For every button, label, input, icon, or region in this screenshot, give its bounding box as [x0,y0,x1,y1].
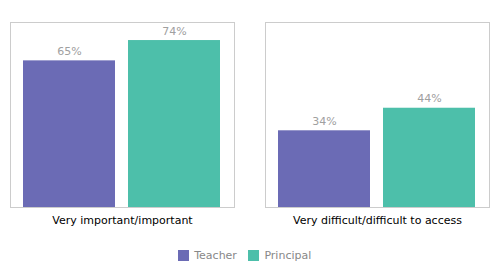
html-text:Teacher: Teacher [194,249,237,262]
svg-text:65%: 65% [57,45,81,58]
html-text:Principal: Principal [264,249,312,262]
svg-text:44%: 44% [417,92,441,105]
svg-text:Very difficult/difficult to ac: Very difficult/difficult to access [293,214,462,227]
svg-text:74%: 74% [162,25,186,38]
svg-text:Very important/important: Very important/important [52,214,193,227]
svg-text:34%: 34% [312,115,336,128]
